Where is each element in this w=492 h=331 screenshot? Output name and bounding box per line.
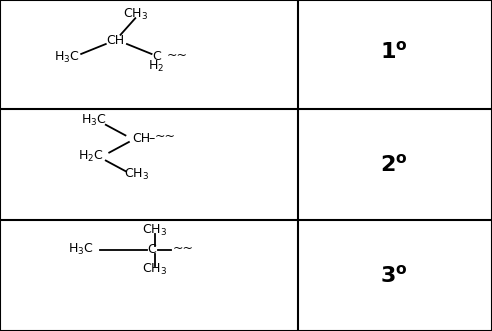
Text: ~~: ~~: [155, 130, 176, 143]
Text: CH: CH: [132, 132, 150, 145]
Text: CH: CH: [107, 34, 124, 47]
Text: $\mathbf{1^o}$: $\mathbf{1^o}$: [380, 40, 407, 62]
Text: CH$_3$: CH$_3$: [142, 222, 168, 238]
Text: CH$_3$: CH$_3$: [123, 7, 148, 22]
Text: H$_3$C: H$_3$C: [68, 242, 94, 258]
Text: $\mathbf{2^o}$: $\mathbf{2^o}$: [380, 153, 407, 175]
Text: H$_3$C: H$_3$C: [81, 113, 106, 128]
Text: –: –: [149, 132, 155, 145]
Text: H$_3$C: H$_3$C: [54, 50, 79, 66]
Text: CH$_3$: CH$_3$: [124, 167, 150, 182]
Text: CH$_3$: CH$_3$: [142, 261, 168, 277]
Text: C: C: [147, 243, 156, 257]
Text: ~~: ~~: [166, 49, 187, 62]
Text: ~~: ~~: [172, 242, 193, 255]
Text: H$_2$C: H$_2$C: [78, 149, 104, 164]
Text: H$_2$: H$_2$: [149, 59, 164, 74]
Text: C: C: [152, 50, 161, 64]
Text: $\mathbf{3^o}$: $\mathbf{3^o}$: [380, 264, 407, 286]
